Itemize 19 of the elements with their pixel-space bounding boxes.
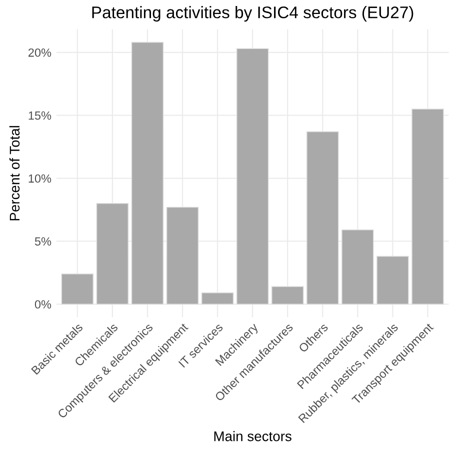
- bar: [412, 108, 444, 305]
- y-tick-label: 20%: [28, 48, 52, 57]
- y-axis-title: Percent of Total: [9, 126, 20, 220]
- bar: [236, 48, 269, 305]
- y-tick-label: 15%: [28, 111, 52, 120]
- y-tick-label: 10%: [28, 174, 52, 183]
- bar: [306, 131, 339, 305]
- y-tick-label: 5%: [34, 237, 52, 246]
- x-axis-title: Main sectors: [214, 431, 292, 442]
- bar: [96, 203, 129, 305]
- bar: [61, 274, 94, 305]
- bar: [166, 206, 199, 305]
- bar: [271, 286, 304, 305]
- bar: [201, 292, 234, 305]
- bar: [341, 229, 374, 305]
- chart-title: Patenting activities by ISIC4 sectors (EU27): [92, 6, 414, 22]
- bar: [376, 256, 409, 305]
- bar: [131, 42, 164, 305]
- y-tick-label: 0%: [34, 300, 52, 309]
